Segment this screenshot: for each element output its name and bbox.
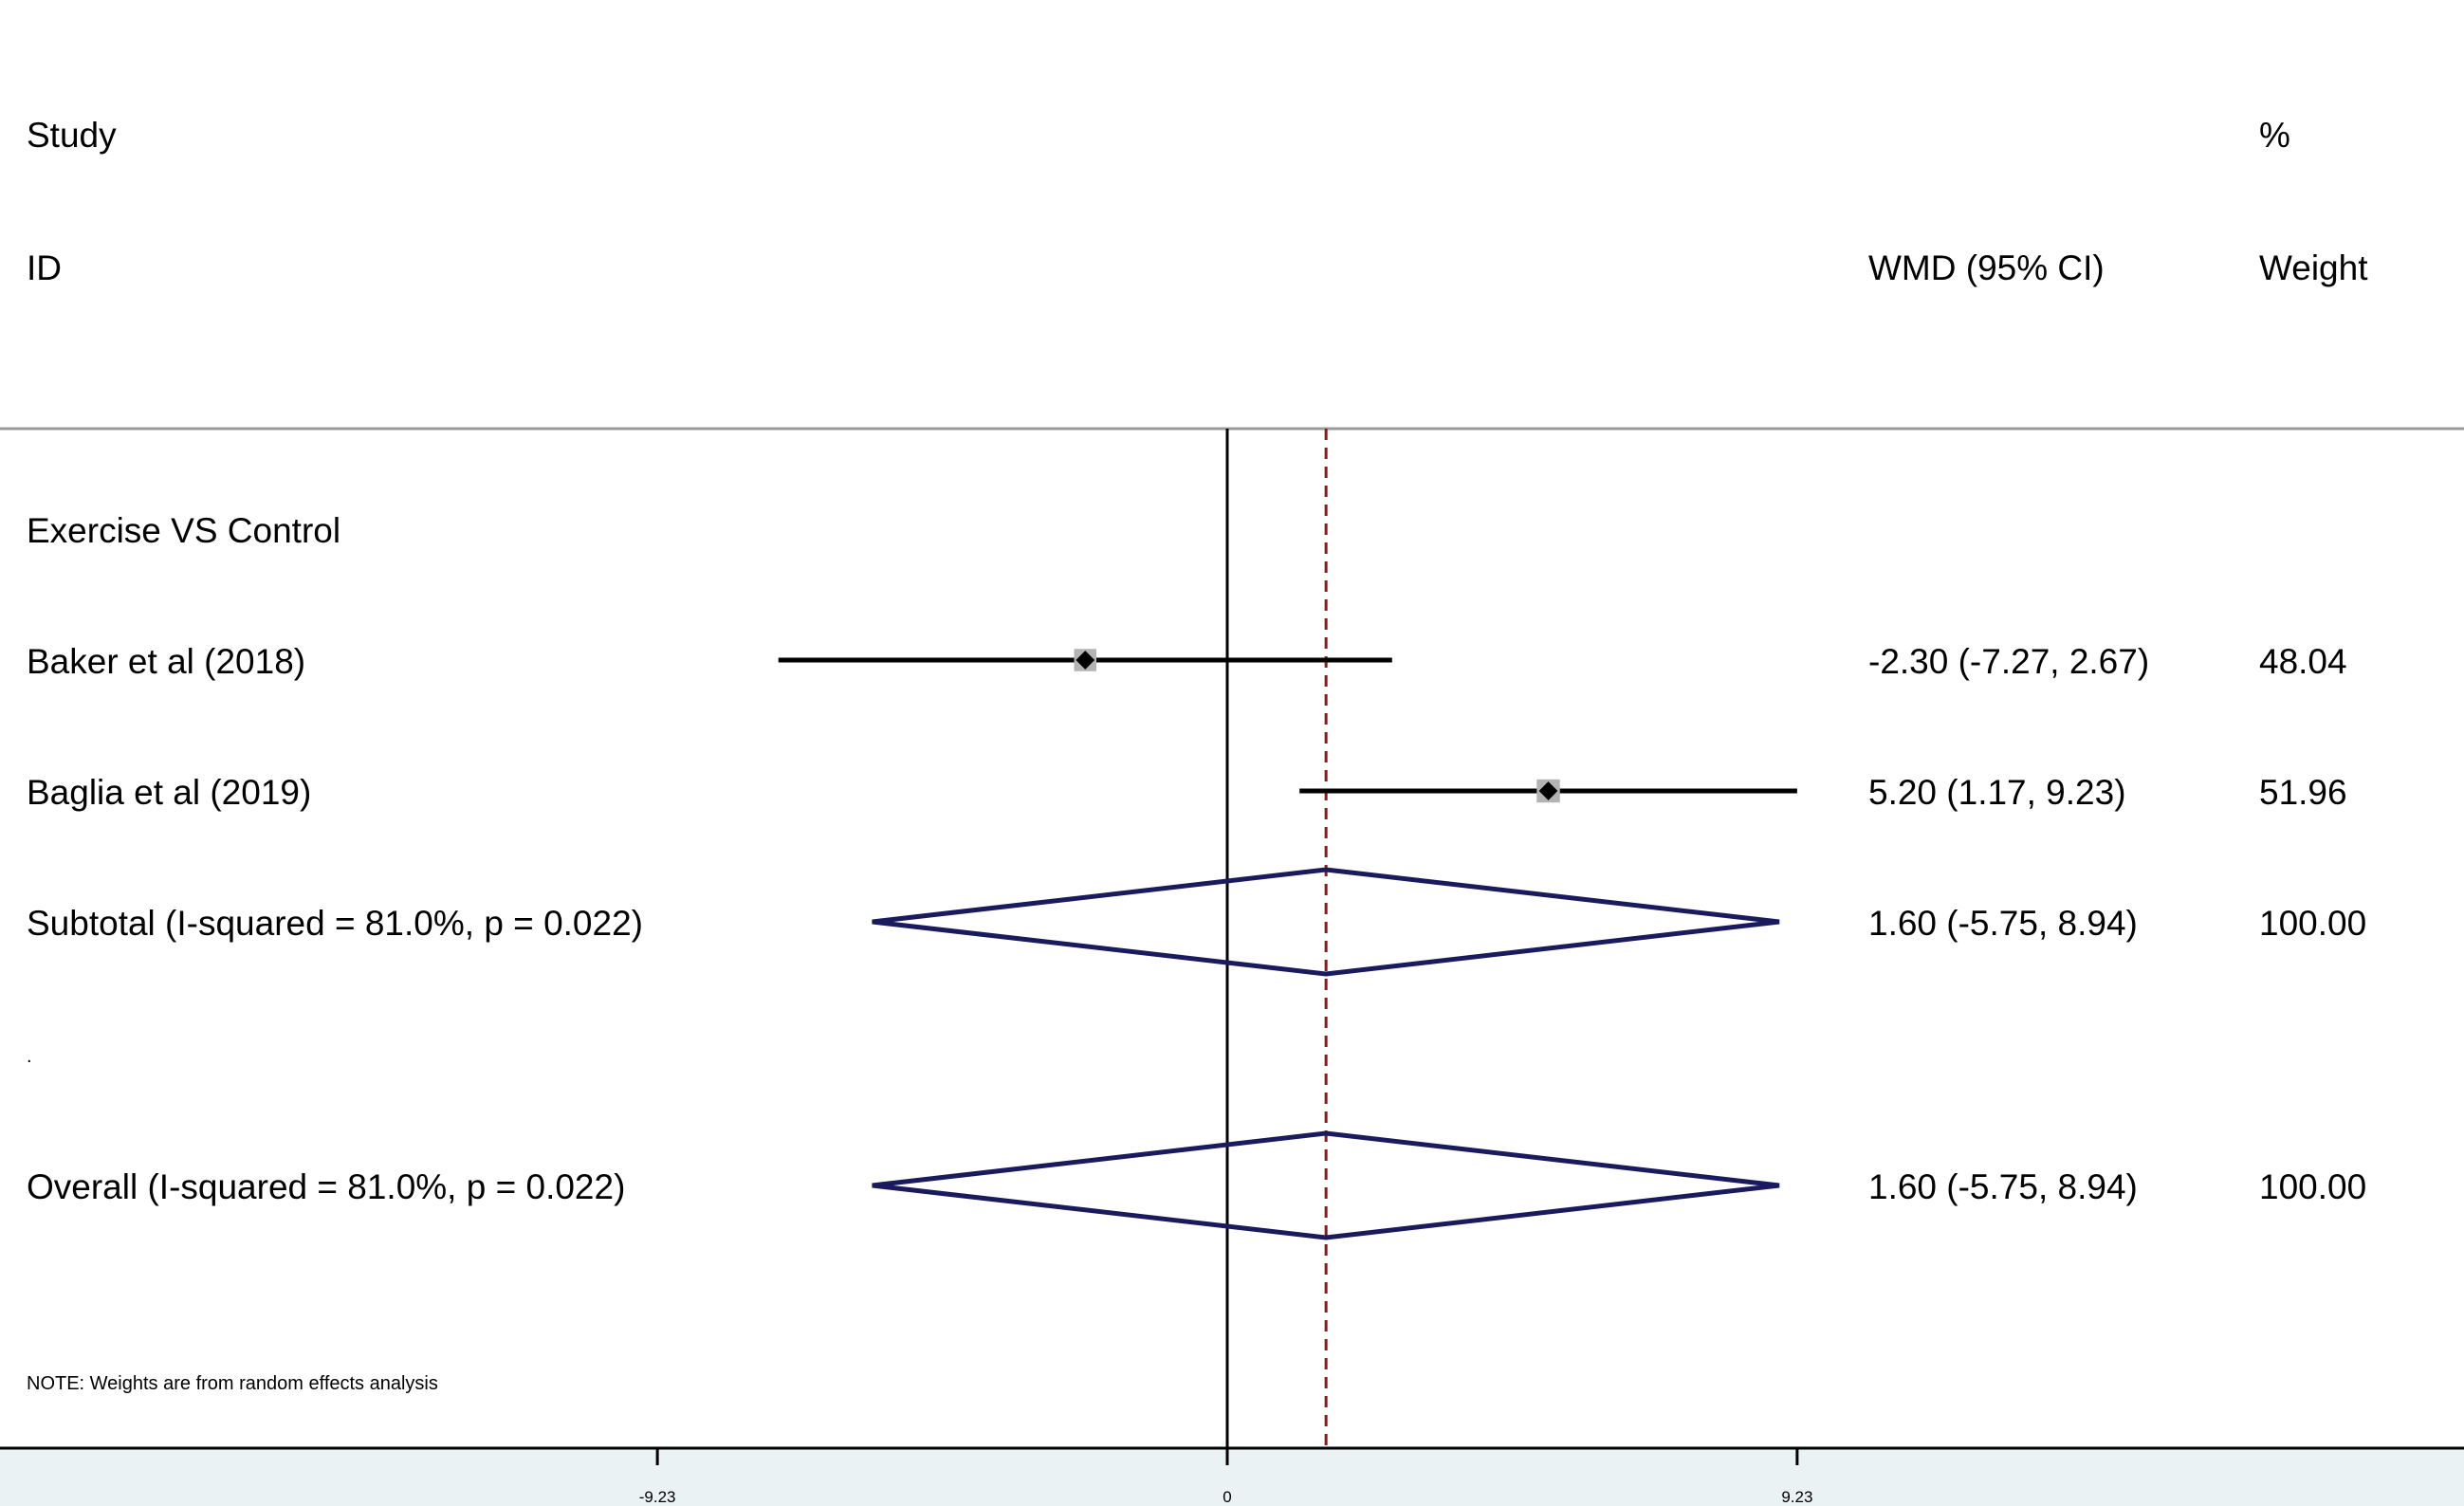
- header-estimate: WMD (95% CI): [1868, 248, 2105, 287]
- overall-estimate: 1.60 (-5.75, 8.94): [1868, 1167, 2138, 1206]
- study-estimate-2: 5.20 (1.17, 9.23): [1868, 773, 2126, 812]
- group-label: Exercise VS Control: [27, 511, 340, 550]
- separator-mark: .: [27, 1046, 32, 1067]
- header-study: Study: [27, 116, 117, 155]
- point-marker-study-1: [1076, 651, 1095, 670]
- study-weight-2: 51.96: [2259, 773, 2347, 812]
- subtotal-estimate: 1.60 (-5.75, 8.94): [1868, 904, 2138, 943]
- study-weight-1: 48.04: [2259, 642, 2347, 681]
- x-tick-label-2: 0: [1223, 1488, 1231, 1506]
- point-marker-study-2: [1538, 781, 1558, 800]
- header-weight: Weight: [2259, 248, 2368, 287]
- subtotal-weight: 100.00: [2259, 904, 2366, 943]
- footnote: NOTE: Weights are from random effects an…: [27, 1373, 438, 1394]
- x-tick-label-1: -9.23: [639, 1488, 676, 1506]
- header-weight-percent: %: [2259, 116, 2290, 155]
- study-label-1: Baker et al (2018): [27, 642, 305, 681]
- study-estimate-1: -2.30 (-7.27, 2.67): [1868, 642, 2149, 681]
- overall-weight: 100.00: [2259, 1167, 2366, 1206]
- overall-diamond: [872, 1130, 1780, 1240]
- header-id: ID: [27, 248, 62, 287]
- axis-band: [0, 1448, 2464, 1506]
- subtotal-label: Subtotal (I-squared = 81.0%, p = 0.022): [27, 904, 643, 943]
- subtotal-diamond: [872, 867, 1780, 977]
- x-tick-label-3: 9.23: [1781, 1488, 1812, 1506]
- study-label-2: Baglia et al (2019): [27, 773, 311, 812]
- overall-label: Overall (I-squared = 81.0%, p = 0.022): [27, 1167, 625, 1206]
